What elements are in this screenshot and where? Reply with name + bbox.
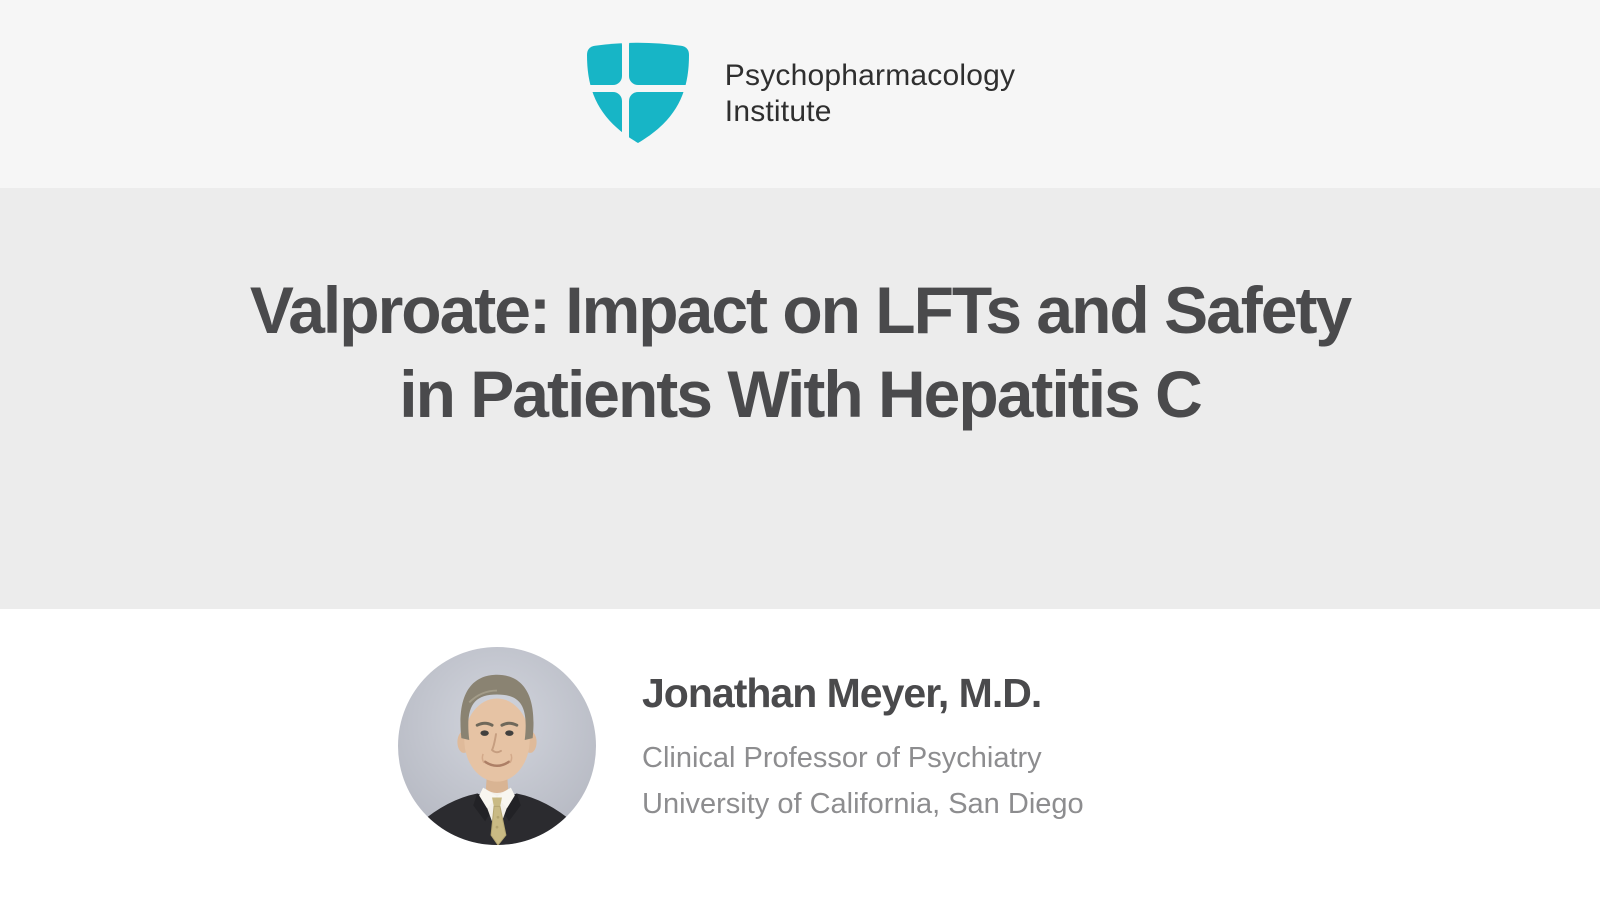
title-band: Valproate: Impact on LFTs and Safety in …	[0, 188, 1600, 609]
institute-logo: Psychopharmacology Institute	[585, 42, 1015, 146]
title-line-2: in Patients With Hepatitis C	[399, 357, 1202, 431]
speaker-affiliation: University of California, San Diego	[642, 788, 1084, 820]
speaker-name: Jonathan Meyer, M.D.	[642, 670, 1042, 716]
brand-line-2: Institute	[724, 95, 832, 128]
shield-cross-icon	[586, 42, 689, 144]
slide-title: Valproate: Impact on LFTs and Safety in …	[0, 268, 1600, 436]
title-line-1: Valproate: Impact on LFTs and Safety	[249, 273, 1352, 347]
speaker-info: Jonathan Meyer, M.D. Clinical Professor …	[642, 647, 1084, 899]
speaker-section: Jonathan Meyer, M.D. Clinical Professor …	[0, 609, 1600, 899]
header: Psychopharmacology Institute	[0, 0, 1600, 188]
speaker-role: Clinical Professor of Psychiatry	[642, 742, 1042, 774]
brand-line-1: Psychopharmacology	[724, 59, 1016, 92]
speaker-photo	[398, 647, 596, 845]
brand-name: Psychopharmacology Institute	[725, 58, 1015, 130]
portrait-illustration	[398, 647, 596, 845]
